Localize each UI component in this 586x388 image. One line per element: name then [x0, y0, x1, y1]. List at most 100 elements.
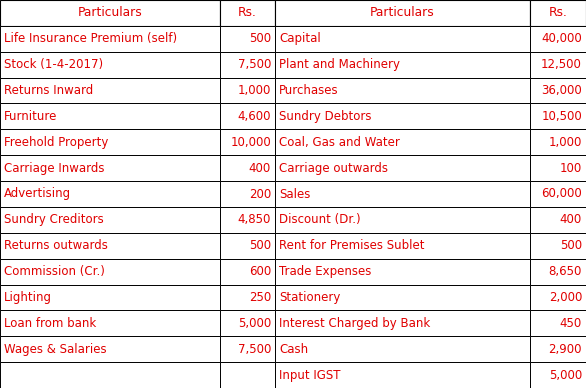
Bar [0, 233, 220, 259]
Bar [220, 310, 275, 336]
Text: 400: 400 [248, 162, 271, 175]
Text: Coal, Gas and Water: Coal, Gas and Water [279, 136, 400, 149]
Text: Freehold Property: Freehold Property [4, 136, 108, 149]
Bar [530, 207, 586, 233]
Bar [530, 129, 586, 155]
Bar [530, 362, 586, 388]
Bar [530, 284, 586, 310]
Text: Loan from bank: Loan from bank [4, 317, 96, 330]
Bar [220, 0, 275, 26]
Text: 500: 500 [249, 32, 271, 45]
Bar [220, 336, 275, 362]
Bar [0, 362, 220, 388]
Bar [275, 362, 530, 388]
Text: Discount (Dr.): Discount (Dr.) [279, 213, 360, 226]
Text: Rent for Premises Sublet: Rent for Premises Sublet [279, 239, 424, 252]
Text: 7,500: 7,500 [238, 343, 271, 356]
Text: 200: 200 [248, 187, 271, 201]
Text: 5,000: 5,000 [238, 317, 271, 330]
Bar [275, 129, 530, 155]
Text: 1,000: 1,000 [238, 84, 271, 97]
Text: Sundry Debtors: Sundry Debtors [279, 110, 372, 123]
Bar [220, 259, 275, 284]
Bar [220, 104, 275, 129]
Bar [275, 104, 530, 129]
Bar [275, 26, 530, 52]
Text: 400: 400 [560, 213, 582, 226]
Bar [530, 78, 586, 104]
Bar [220, 181, 275, 207]
Bar [275, 336, 530, 362]
Text: Returns outwards: Returns outwards [4, 239, 108, 252]
Text: 12,500: 12,500 [541, 58, 582, 71]
Bar [0, 181, 220, 207]
Text: Rs.: Rs. [548, 7, 567, 19]
Bar [275, 52, 530, 78]
Text: 1,000: 1,000 [548, 136, 582, 149]
Bar [0, 155, 220, 181]
Bar [0, 336, 220, 362]
Text: Interest Charged by Bank: Interest Charged by Bank [279, 317, 430, 330]
Text: Returns Inward: Returns Inward [4, 84, 93, 97]
Bar [530, 259, 586, 284]
Bar [275, 310, 530, 336]
Bar [275, 207, 530, 233]
Text: Advertising: Advertising [4, 187, 71, 201]
Bar [275, 0, 530, 26]
Bar [220, 78, 275, 104]
Text: 7,500: 7,500 [238, 58, 271, 71]
Text: Commission (Cr.): Commission (Cr.) [4, 265, 105, 278]
Bar [220, 233, 275, 259]
Text: Purchases: Purchases [279, 84, 339, 97]
Text: Carriage outwards: Carriage outwards [279, 162, 388, 175]
Bar [0, 284, 220, 310]
Bar [275, 259, 530, 284]
Text: 500: 500 [560, 239, 582, 252]
Bar [220, 284, 275, 310]
Text: Furniture: Furniture [4, 110, 57, 123]
Bar [530, 336, 586, 362]
Text: Particulars: Particulars [370, 7, 435, 19]
Text: Input IGST: Input IGST [279, 369, 340, 381]
Text: Stock (1-4-2017): Stock (1-4-2017) [4, 58, 103, 71]
Bar [275, 284, 530, 310]
Bar [275, 155, 530, 181]
Bar [275, 78, 530, 104]
Bar [0, 104, 220, 129]
Text: 2,900: 2,900 [548, 343, 582, 356]
Bar [275, 181, 530, 207]
Text: Lighting: Lighting [4, 291, 52, 304]
Text: Sales: Sales [279, 187, 311, 201]
Bar [0, 129, 220, 155]
Text: 40,000: 40,000 [541, 32, 582, 45]
Bar [220, 207, 275, 233]
Text: Rs.: Rs. [238, 7, 257, 19]
Text: Particulars: Particulars [77, 7, 142, 19]
Bar [0, 0, 220, 26]
Text: 5,000: 5,000 [548, 369, 582, 381]
Text: 4,850: 4,850 [238, 213, 271, 226]
Text: 500: 500 [249, 239, 271, 252]
Bar [0, 26, 220, 52]
Bar [530, 181, 586, 207]
Bar [530, 155, 586, 181]
Bar [275, 233, 530, 259]
Text: 2,000: 2,000 [548, 291, 582, 304]
Text: Life Insurance Premium (self): Life Insurance Premium (self) [4, 32, 177, 45]
Text: 10,000: 10,000 [230, 136, 271, 149]
Bar [220, 362, 275, 388]
Text: 450: 450 [560, 317, 582, 330]
Text: Capital: Capital [279, 32, 321, 45]
Bar [0, 259, 220, 284]
Text: Cash: Cash [279, 343, 308, 356]
Text: 60,000: 60,000 [541, 187, 582, 201]
Text: 8,650: 8,650 [548, 265, 582, 278]
Text: Wages & Salaries: Wages & Salaries [4, 343, 107, 356]
Bar [220, 52, 275, 78]
Bar [0, 207, 220, 233]
Bar [0, 310, 220, 336]
Text: 36,000: 36,000 [541, 84, 582, 97]
Text: 250: 250 [248, 291, 271, 304]
Text: Sundry Creditors: Sundry Creditors [4, 213, 104, 226]
Bar [530, 26, 586, 52]
